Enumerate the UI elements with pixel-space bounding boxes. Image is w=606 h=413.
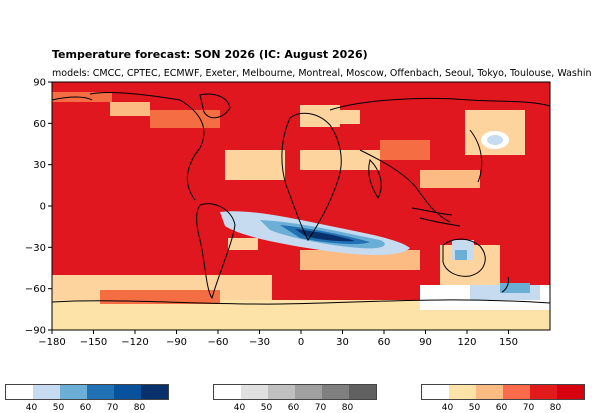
colorbar-segment xyxy=(241,385,268,399)
colorbar-tick-label: 60 xyxy=(79,403,92,413)
colorbar-segment xyxy=(114,385,141,399)
colorbar-segment xyxy=(322,385,349,399)
colorbar-segment xyxy=(530,385,557,399)
x-tick-label: −30 xyxy=(249,337,270,348)
cold-anomaly xyxy=(295,229,355,242)
x-tick-label: 120 xyxy=(457,337,476,348)
colorbar-normal xyxy=(213,384,377,400)
colorbar-tick-label: 80 xyxy=(549,403,562,413)
patch xyxy=(300,105,340,127)
colorbar-tick-label: 60 xyxy=(287,403,300,413)
patch xyxy=(150,110,220,128)
colorbar-tick-label: 50 xyxy=(260,403,273,413)
x-tick-label: −60 xyxy=(207,337,228,348)
colorbar-tick-label: 70 xyxy=(314,403,327,413)
y-tick-label: 90 xyxy=(33,78,46,89)
x-tick-label: 60 xyxy=(378,337,391,348)
patch xyxy=(300,150,380,170)
x-tick-label: −90 xyxy=(166,337,187,348)
colorbar-segment xyxy=(268,385,295,399)
y-tick-label: 0 xyxy=(40,202,46,213)
map-field xyxy=(52,82,550,330)
colorbar-tick-label: 50 xyxy=(468,403,481,413)
patch xyxy=(225,150,285,180)
map-title: Temperature forecast: SON 2026 (IC: Augu… xyxy=(52,48,368,61)
x-tick-label: 150 xyxy=(499,337,518,348)
y-axis: 90 60 30 0 −30 −60 −90 xyxy=(25,78,52,337)
map-subtitle: models: CMCC, CPTEC, ECMWF, Exeter, Melb… xyxy=(52,68,592,79)
colorbar-segment xyxy=(87,385,114,399)
x-tick-label: 30 xyxy=(336,337,349,348)
colorbar-above-normal xyxy=(421,384,585,400)
y-tick-label: 30 xyxy=(33,160,46,171)
colorbar-tick-label: 50 xyxy=(52,403,65,413)
patch xyxy=(228,238,258,250)
colorbar-tick-label: 40 xyxy=(25,403,38,413)
colorbar-segment xyxy=(33,385,60,399)
cold-anomaly xyxy=(455,250,467,260)
x-tick-label: 0 xyxy=(298,337,304,348)
y-tick-label: 60 xyxy=(33,119,46,130)
patch xyxy=(100,290,220,304)
colorbar-tick-label: 40 xyxy=(441,403,454,413)
colorbar-normal-labels: 40 50 60 70 80 xyxy=(226,403,361,413)
colorbar-below-normal xyxy=(5,384,169,400)
colorbar-segment xyxy=(557,385,584,399)
y-tick-label: −90 xyxy=(25,326,46,337)
x-axis: −180 −150 −120 −90 −60 −30 0 30 60 90 120 150 xyxy=(38,330,518,348)
colorbar-segment xyxy=(214,385,241,399)
x-tick-label: −180 xyxy=(38,337,65,348)
colorbar-segment xyxy=(349,385,376,399)
y-tick-label: −30 xyxy=(25,243,46,254)
colorbar-segment xyxy=(295,385,322,399)
colorbar-tick-label: 70 xyxy=(106,403,119,413)
patch xyxy=(487,135,503,145)
x-tick-label: −120 xyxy=(121,337,148,348)
x-tick-label: 90 xyxy=(419,337,432,348)
patch xyxy=(420,170,480,188)
colorbar-segment xyxy=(422,385,449,399)
colorbar-segment xyxy=(476,385,503,399)
y-tick-label: −60 xyxy=(25,284,46,295)
patch xyxy=(300,250,420,270)
colorbar-segment xyxy=(449,385,476,399)
colorbar-above-labels: 40 50 60 70 80 xyxy=(434,403,569,413)
patch xyxy=(500,283,530,293)
patch xyxy=(340,110,360,124)
colorbar-segment xyxy=(503,385,530,399)
colorbar-tick-label: 80 xyxy=(341,403,354,413)
colorbar-tick-label: 40 xyxy=(233,403,246,413)
colorbar-tick-label: 80 xyxy=(133,403,146,413)
x-tick-label: −150 xyxy=(80,337,107,348)
colorbar-below-labels: 40 50 60 70 80 xyxy=(18,403,153,413)
colorbar-segment xyxy=(141,385,168,399)
colorbar-segment xyxy=(60,385,87,399)
patch xyxy=(380,140,430,160)
colorbar-segment xyxy=(6,385,33,399)
coastlines xyxy=(52,92,550,305)
colorbar-tick-label: 60 xyxy=(495,403,508,413)
patch xyxy=(110,102,150,116)
colorbar-tick-label: 70 xyxy=(522,403,535,413)
